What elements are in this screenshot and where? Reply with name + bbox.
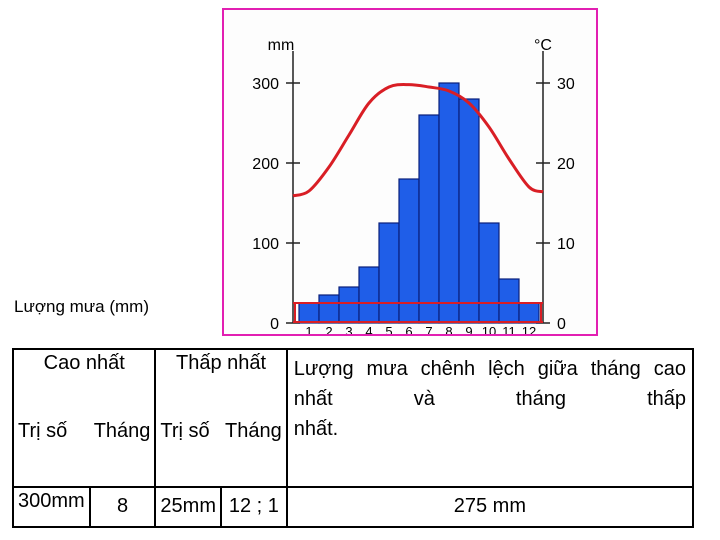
month-label-12: 12 — [522, 324, 536, 334]
rain-bar-month-11 — [498, 278, 520, 324]
month-label-11: 11 — [502, 324, 516, 334]
rain-bar-month-6 — [398, 178, 420, 324]
right-tick-label: 20 — [557, 156, 575, 173]
month-label-3: 3 — [345, 324, 352, 334]
right-tick-label: 0 — [557, 316, 566, 333]
rain-bar-month-1 — [298, 302, 320, 324]
table-subheader-row: Trị số Tháng Trị số Tháng — [12, 417, 693, 488]
difference-note-end: nhất. — [293, 418, 339, 440]
difference-note: Lượng mưa chênh lệch giữa tháng cao nhất… — [285, 348, 695, 488]
max-value-header: Trị số — [12, 417, 90, 488]
min-value: 25mm — [154, 485, 222, 529]
climate-chart: mm °C 0 100 200 300 0 10 20 30 1 2 3 4 5 6 7 8 9 10 11 12 — [222, 8, 598, 336]
temperature-line — [292, 83, 544, 198]
month-label-10: 10 — [482, 324, 496, 334]
min-month: 12 ; 1 — [220, 485, 288, 529]
left-tick-label: 300 — [252, 76, 279, 93]
difference-value: 275 mm — [285, 485, 695, 529]
month-label-9: 9 — [465, 324, 472, 334]
month-label-7: 7 — [425, 324, 432, 334]
rain-bar-month-3 — [338, 286, 360, 324]
month-label-8: 8 — [445, 324, 452, 334]
table-values-row: 300mm 8 25mm 12 ; 1 275 mm — [12, 485, 695, 529]
rainfall-label: Lượng mưa (mm) — [14, 297, 149, 316]
table-header-row: Cao nhất Thấp nhất Lượng mưa chênh lệch … — [11, 348, 695, 488]
rain-bar-month-5 — [378, 222, 400, 324]
right-tick-label: 10 — [557, 236, 575, 253]
month-label-4: 4 — [365, 324, 372, 334]
left-axis-unit: mm — [268, 37, 295, 54]
max-header: Cao nhất — [11, 348, 157, 418]
month-label-6: 6 — [405, 324, 412, 334]
right-axis-unit: °C — [534, 37, 552, 54]
rain-bar-month-8 — [438, 82, 460, 324]
month-label-2: 2 — [325, 324, 332, 334]
min-month-header: Tháng — [221, 417, 288, 488]
left-tick-label: 100 — [252, 236, 279, 253]
difference-note-text: Lượng mưa chênh lệch giữa tháng cao nhất… — [293, 358, 686, 410]
month-label-5: 5 — [385, 324, 392, 334]
right-tick-label: 30 — [557, 76, 575, 93]
month-label-1: 1 — [305, 324, 312, 334]
rain-bar-month-2 — [318, 294, 340, 324]
rain-bar-month-4 — [358, 266, 380, 324]
max-value: 300mm — [12, 485, 91, 529]
rain-bar-month-7 — [418, 114, 440, 324]
max-month-header: Tháng — [89, 417, 157, 488]
min-header: Thấp nhất — [154, 348, 288, 418]
rainfall-summary-table: Cao nhất Thấp nhất Lượng mưa chênh lệch … — [11, 348, 695, 529]
min-value-header: Trị số — [154, 417, 221, 488]
rain-bar-month-10 — [478, 222, 500, 324]
left-tick-label: 0 — [270, 316, 279, 333]
rain-bar-month-9 — [458, 98, 480, 324]
rain-bar-month-12 — [518, 302, 540, 324]
left-tick-label: 200 — [252, 156, 279, 173]
max-month: 8 — [88, 485, 157, 529]
